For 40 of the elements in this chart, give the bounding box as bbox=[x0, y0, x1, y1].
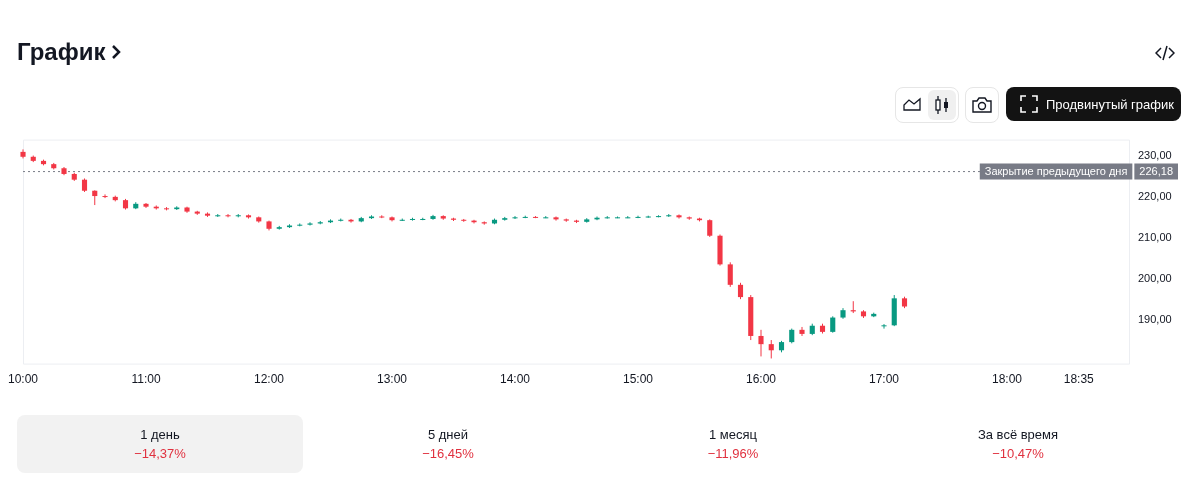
text: −11,96% bbox=[706, 446, 760, 461]
candlestick bbox=[102, 193, 108, 199]
y-tick-label: 200,00 bbox=[1138, 271, 1172, 284]
text: 1 день bbox=[139, 427, 181, 442]
x-tick-label: 17:00 bbox=[868, 372, 900, 387]
candlestick bbox=[758, 329, 764, 357]
candlestick bbox=[553, 216, 559, 222]
y-tick-label: 230,00 bbox=[1138, 148, 1172, 161]
candlestick bbox=[676, 213, 682, 220]
text: −16,45% bbox=[421, 446, 475, 461]
y-tick-label: 220,00 bbox=[1138, 189, 1172, 202]
text: −14,37% bbox=[133, 446, 187, 461]
text: Продвинутый график bbox=[1046, 96, 1174, 112]
text: 226,18 bbox=[1139, 164, 1174, 177]
x-tick-label: 12:00 bbox=[254, 372, 285, 387]
candlestick bbox=[727, 261, 733, 288]
text: 1 месяц bbox=[708, 427, 758, 442]
x-tick-label: 18:35 bbox=[1063, 372, 1095, 387]
candlestick bbox=[307, 221, 313, 227]
x-tick-label: 10:00 bbox=[8, 372, 39, 387]
candlestick bbox=[604, 215, 610, 220]
candlestick bbox=[635, 215, 641, 219]
text: За всё время bbox=[976, 427, 1060, 442]
x-tick-label: 13:00 bbox=[376, 372, 408, 387]
x-tick-label: 11:00 bbox=[131, 372, 161, 387]
candlestick bbox=[225, 213, 231, 218]
y-tick-label: 190,00 bbox=[1138, 312, 1172, 325]
candlestick bbox=[799, 326, 805, 337]
x-tick-label: 15:00 bbox=[622, 372, 654, 387]
candlestick bbox=[768, 339, 774, 359]
text: −10,47% bbox=[991, 446, 1045, 461]
y-tick-label: 210,00 bbox=[1138, 230, 1172, 243]
x-tick-label: 18:00 bbox=[991, 372, 1023, 387]
x-tick-label: 14:00 bbox=[499, 372, 531, 387]
x-tick-label: 16:00 bbox=[745, 372, 777, 387]
ref-line-label: Закрытие предыдущего дня bbox=[984, 164, 1128, 177]
candlestick bbox=[512, 215, 518, 220]
text: 5 дней bbox=[426, 427, 470, 442]
candlestick bbox=[881, 323, 887, 330]
chart-title: График bbox=[17, 38, 106, 66]
